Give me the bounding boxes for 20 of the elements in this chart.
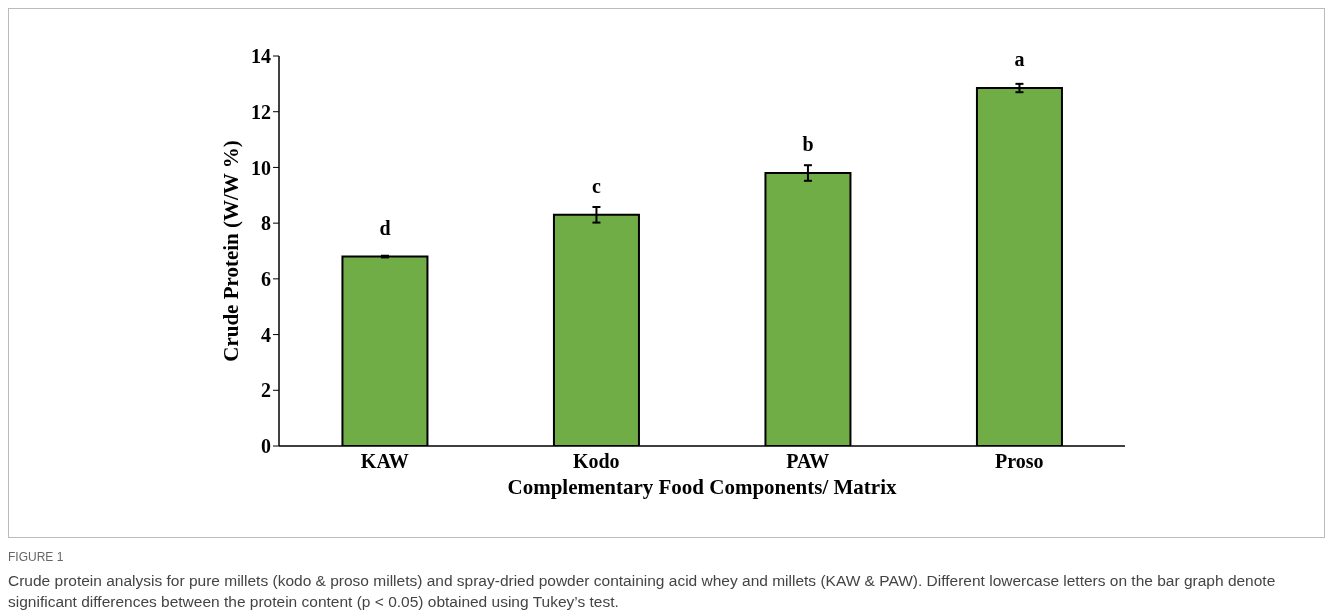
x-tick-label: KAW — [360, 450, 409, 473]
y-tick-label: 2 — [261, 379, 271, 402]
x-tick-label: Proso — [994, 450, 1044, 473]
y-tick-label: 4 — [261, 323, 271, 346]
data-label: c — [592, 174, 601, 197]
data-label: d — [379, 216, 391, 239]
data-label: b — [802, 133, 814, 155]
y-tick-label: 8 — [261, 212, 271, 235]
x-tick-label: Kodo — [572, 450, 620, 473]
y-tick-label: 10 — [251, 156, 271, 179]
y-tick-label: 0 — [261, 435, 271, 458]
y-axis-title: Crude Protein (W/W %) — [219, 140, 244, 362]
x-tick-label: PAW — [786, 450, 830, 473]
y-tick-label: 6 — [261, 267, 271, 290]
text: Crude protein analysis for pure millets (kodo & proso millets) and spray-dried powder containing acid whey and millets (KAW & PAW). Different lowercase letters on the bar graph denote significant differences between the protein content (p < 0.05) obtained using Tukey’s test. — [8, 571, 1277, 612]
data-label: a — [1014, 48, 1025, 71]
caption: FIGURE 1 — [8, 550, 65, 564]
x-axis-title: Complementary Food Components/ Matrix — [507, 475, 898, 499]
y-tick-label: 12 — [251, 100, 271, 123]
y-tick-label: 14 — [251, 45, 271, 68]
